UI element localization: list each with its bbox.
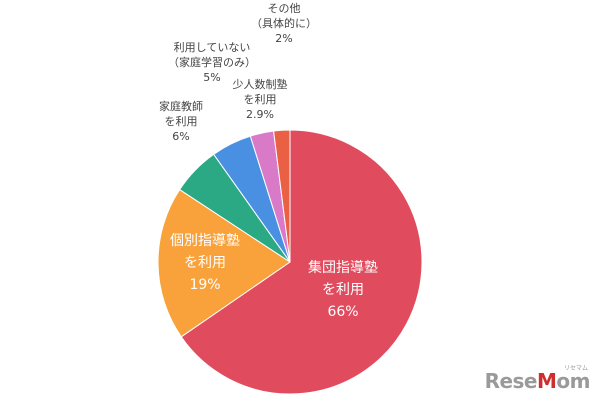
logo-text-suffix: om xyxy=(556,369,590,393)
slice-label-line: 19% xyxy=(189,277,220,293)
slice-label-line: 少人数制塾 xyxy=(233,77,288,91)
logo-text-prefix: Rese xyxy=(484,369,538,393)
slice-label-line: （家庭学習のみ） xyxy=(168,55,256,69)
slice-label-line: 6% xyxy=(172,130,189,143)
slice-label-shoninzu: 少人数制塾を利用 2.9% xyxy=(233,77,288,121)
slice-label-line: 個別指導塾 xyxy=(170,233,240,249)
slice-label-shudan: 集団指導塾を利用 66% xyxy=(308,259,378,320)
slice-label-line: （具体的に） xyxy=(251,16,317,30)
logo-text-accent: M xyxy=(537,369,557,393)
pie-slice-kobetsu xyxy=(157,188,291,338)
slice-label-line: を利用 xyxy=(184,255,226,271)
slice-label-line: を利用 xyxy=(244,93,277,106)
slice-label-line: 家庭教師 xyxy=(159,99,203,113)
slice-label-line: 利用していない xyxy=(174,41,251,54)
slice-label-line: その他 xyxy=(268,2,301,15)
pie-slice-shudan xyxy=(180,129,423,395)
resemom-logo: ReseMom リセマム xyxy=(484,365,591,393)
slice-label-line: 66% xyxy=(327,304,358,320)
slice-label-line: 2% xyxy=(275,32,292,45)
slice-label-line: 集団指導塾 xyxy=(308,259,378,276)
slice-label-line: を利用 xyxy=(165,115,198,128)
slice-label-katei: 家庭教師を利用 6% xyxy=(159,99,203,143)
slice-label-other: その他（具体的に） 2% xyxy=(251,2,317,45)
slice-label-notused: 利用していない（家庭学習のみ） 5% xyxy=(168,41,256,84)
logo-ruby: リセマム xyxy=(563,365,588,372)
slice-label-line: を利用 xyxy=(322,282,364,298)
slice-label-line: 5% xyxy=(203,71,220,84)
pie-slice-other xyxy=(273,129,291,263)
slice-label-line: 2.9% xyxy=(246,108,274,121)
slice-label-kobetsu: 個別指導塾を利用 19% xyxy=(170,233,240,293)
